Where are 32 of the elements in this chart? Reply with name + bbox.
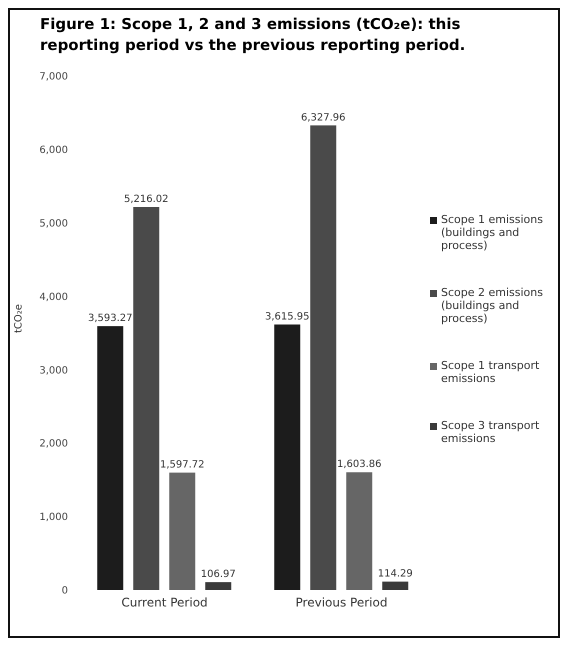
x-tick-label: Previous Period	[296, 596, 388, 610]
bar	[205, 582, 232, 590]
y-tick-label: 2,000	[39, 438, 68, 450]
y-tick-label: 3,000	[39, 365, 68, 376]
y-tick-label: 4,000	[39, 292, 68, 303]
bar	[382, 582, 408, 590]
bar	[133, 206, 160, 590]
bar	[346, 472, 372, 590]
legend-label: Scope 3 transport emissions	[441, 419, 540, 445]
y-axis-title: tCO₂e	[14, 304, 25, 333]
bar	[97, 326, 124, 590]
legend-label: Scope 1 transport emissions	[441, 359, 540, 385]
data-label: 6,327.96	[300, 112, 346, 124]
x-tick-label: Current Period	[121, 596, 208, 610]
data-label: 114.29	[378, 568, 413, 580]
y-tick-label: 7,000	[39, 72, 68, 83]
bar	[310, 125, 336, 590]
y-tick-label: 1,000	[39, 512, 68, 524]
bar	[169, 472, 196, 590]
data-label: 3,615.95	[264, 311, 310, 322]
legend-label: Scope 1 emissions (buildings and process)	[441, 213, 544, 252]
y-tick-label: 6,000	[39, 144, 68, 156]
data-label: 3,593.27	[88, 313, 133, 324]
chart-title: Figure 1: Scope 1, 2 and 3 emissions (tCO₂e): this reporting period vs the previous reporting period.	[39, 14, 466, 56]
legend-label: Scope 2 emissions (buildings and process)	[441, 286, 544, 325]
y-tick-label: 5,000	[39, 218, 68, 230]
y-tick-label: 0	[62, 586, 68, 597]
data-label: 1,597.72	[160, 460, 205, 471]
bar	[274, 324, 300, 590]
data-label: 1,603.86	[336, 459, 382, 470]
data-label: 106.97	[200, 569, 236, 580]
data-label: 5,216.02	[124, 194, 169, 205]
